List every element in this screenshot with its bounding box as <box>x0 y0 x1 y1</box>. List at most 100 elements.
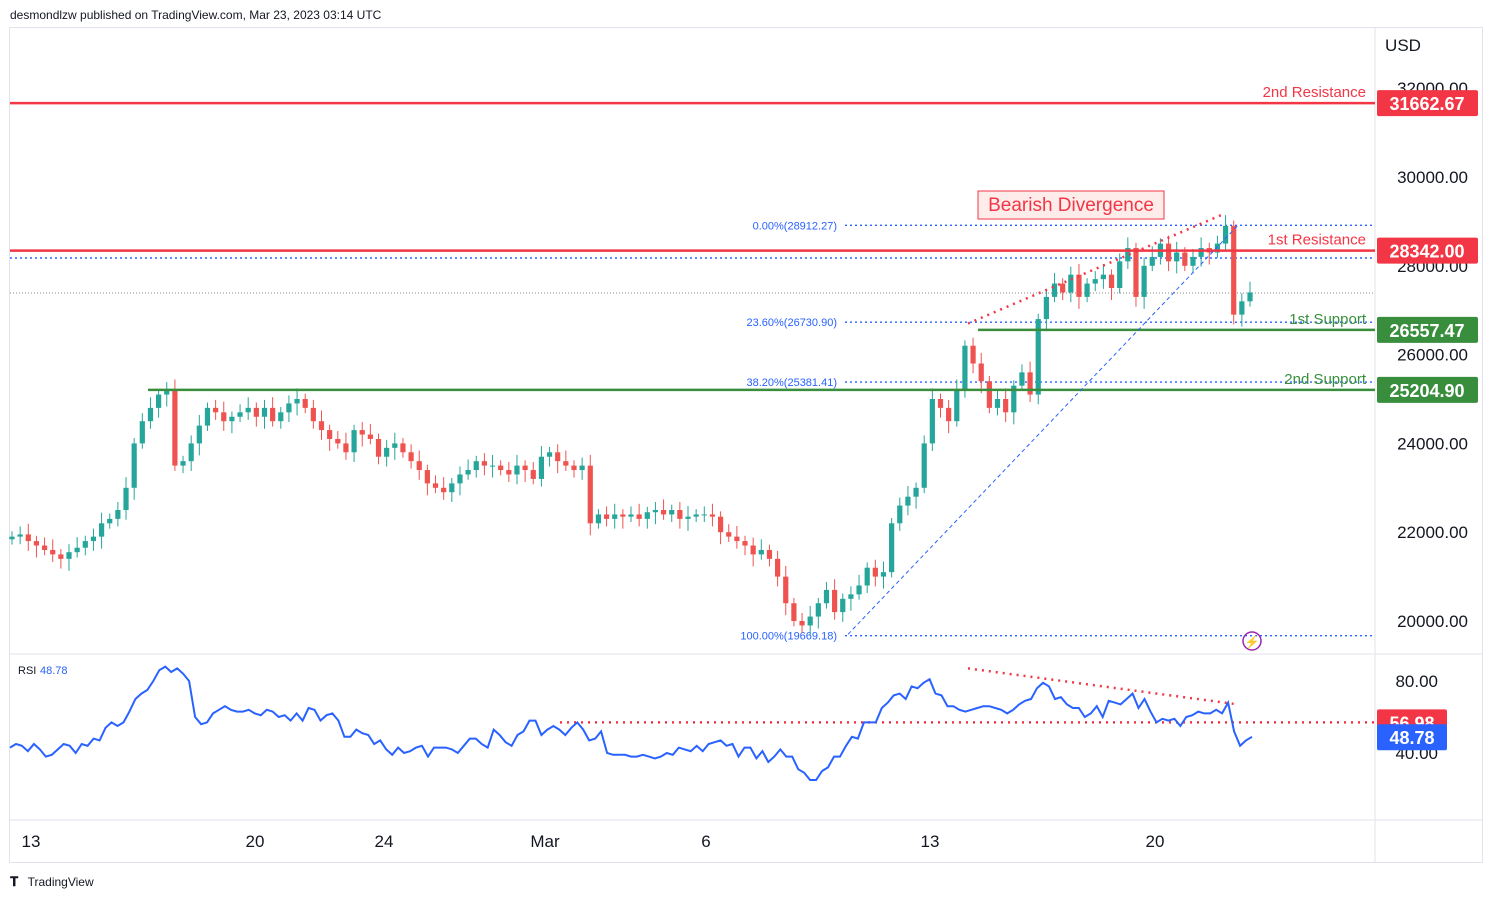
time-tick-label: 13 <box>921 832 940 851</box>
candle-body <box>449 483 455 493</box>
candle-body <box>131 443 137 488</box>
candle-body <box>1019 372 1025 386</box>
candle-body <box>180 461 186 466</box>
level-label: 2nd Resistance <box>1263 84 1366 101</box>
candle-body <box>669 510 675 515</box>
candle-body <box>1222 225 1229 244</box>
candle-body <box>1174 252 1180 262</box>
candle-body <box>1060 283 1066 293</box>
candle-body <box>807 616 813 626</box>
candle-body <box>717 516 724 533</box>
candle-body <box>196 425 202 444</box>
candle-body <box>937 399 944 408</box>
currency-label: USD <box>1385 36 1421 55</box>
candle-body <box>636 514 642 519</box>
candle-body <box>1068 274 1074 293</box>
candle-body <box>791 603 797 621</box>
time-tick-label: 20 <box>1146 832 1165 851</box>
candle-body <box>1133 248 1139 297</box>
candle-body <box>335 438 341 444</box>
candle-body <box>905 496 911 506</box>
divergence-price-line <box>967 213 1223 325</box>
candle-body <box>17 534 23 537</box>
candle-body <box>286 403 292 413</box>
candle-body <box>726 532 732 537</box>
price-tick-label: 30000.00 <box>1397 168 1468 187</box>
candle-body <box>514 465 520 475</box>
candle-body <box>498 465 504 471</box>
fib-level-label: 100.00%(19669.18) <box>740 631 837 643</box>
candle-body <box>897 505 903 524</box>
tradingview-footer[interactable]: 𝐓 TradingView <box>10 874 94 890</box>
candle-body <box>1182 252 1188 266</box>
candle-body <box>270 407 276 422</box>
candle-body <box>815 603 821 617</box>
candle-body <box>416 461 422 471</box>
level-badge-value: 25204.90 <box>1389 381 1464 401</box>
candle-body <box>1239 301 1245 315</box>
candle-body <box>172 390 178 466</box>
rsi-line <box>9 665 1253 781</box>
candle-body <box>408 452 414 462</box>
candle-body <box>384 447 390 457</box>
candle-body <box>245 407 251 413</box>
level-badge <box>1377 316 1478 343</box>
candle-body <box>579 465 585 471</box>
candle-body <box>1214 243 1221 253</box>
fib-level-label: 38.20%(25381.41) <box>746 377 837 389</box>
time-tick-label: 6 <box>701 832 710 851</box>
candle-body <box>489 465 496 467</box>
candle-body <box>921 443 927 488</box>
candle-body <box>864 567 870 586</box>
candle-body <box>424 470 430 484</box>
candle-body <box>628 514 634 517</box>
price-tick-label: 22000.00 <box>1397 523 1468 542</box>
candle-body <box>840 598 846 613</box>
candle-body <box>343 443 349 453</box>
level-badge-value: 28342.00 <box>1389 242 1464 262</box>
candle-body <box>677 510 683 519</box>
candle-body <box>457 474 463 484</box>
candle-body <box>33 541 40 546</box>
candle-body <box>986 381 992 408</box>
candle-body <box>41 545 48 550</box>
candle-body <box>204 407 211 426</box>
candle-body <box>644 512 650 519</box>
candle-body <box>603 514 610 519</box>
candle-body <box>261 407 268 417</box>
candle-body <box>595 514 602 524</box>
candle-body <box>1092 279 1098 284</box>
candle-body <box>563 461 569 466</box>
candle-body <box>481 461 487 466</box>
candle-body <box>522 465 528 471</box>
candle-body <box>98 523 105 537</box>
candle-body <box>50 549 56 555</box>
candle-body <box>612 514 618 519</box>
rsi-value-badge <box>1377 724 1447 751</box>
candle-body <box>1117 261 1123 288</box>
time-tick-label: 20 <box>246 832 265 851</box>
candle-body <box>766 549 773 559</box>
candle-body <box>758 549 764 555</box>
candle-body <box>742 541 748 546</box>
publisher-header: desmondlzw published on TradingView.com,… <box>10 8 382 22</box>
candle-body <box>994 399 1001 408</box>
candle-body <box>587 465 593 524</box>
candle-body <box>530 470 536 479</box>
candle-body <box>693 514 699 517</box>
candle-body <box>164 390 170 395</box>
candle-body <box>1084 283 1090 297</box>
candle-body <box>506 470 512 475</box>
candle-body <box>294 399 300 404</box>
candle-body <box>229 416 235 422</box>
candle-body <box>734 536 740 542</box>
candle-body <box>1035 319 1041 395</box>
candle-body <box>978 363 984 382</box>
candle-body <box>872 567 878 577</box>
candle-body <box>1165 243 1172 262</box>
candle-body <box>90 536 97 542</box>
candle-body <box>555 452 561 462</box>
candle-body <box>278 412 284 422</box>
candle-body <box>375 438 382 457</box>
